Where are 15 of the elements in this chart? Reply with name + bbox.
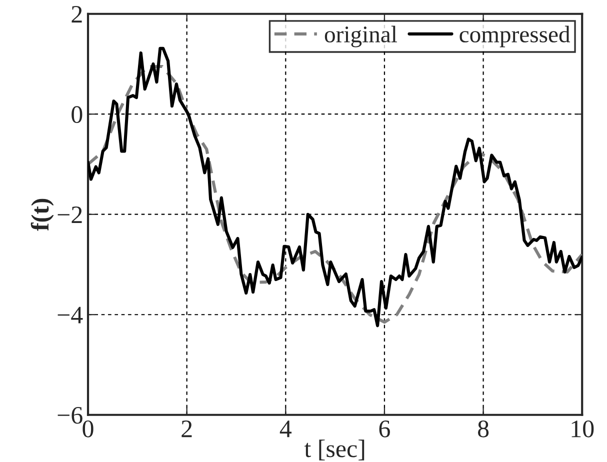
y-tick-label: −4 — [58, 306, 83, 324]
x-tick-label: 4 — [280, 420, 292, 438]
y-tick-label: 2 — [72, 6, 82, 23]
y-tick-label: −2 — [58, 206, 82, 224]
legend-label: compressed — [460, 26, 570, 48]
legend-label: original — [324, 26, 397, 48]
x-tick-label: 0 — [82, 420, 94, 438]
y-tick-label: −6 — [58, 406, 82, 424]
x-tick-label: 10 — [572, 420, 594, 438]
x-tick-label: 8 — [478, 420, 489, 438]
x-tick-label: 6 — [379, 420, 390, 438]
x-axis-title: t [sec] — [304, 440, 364, 460]
y-axis-title: f(t) — [30, 198, 54, 231]
y-tick-label: 0 — [72, 106, 82, 124]
x-tick-label: 2 — [182, 420, 192, 438]
